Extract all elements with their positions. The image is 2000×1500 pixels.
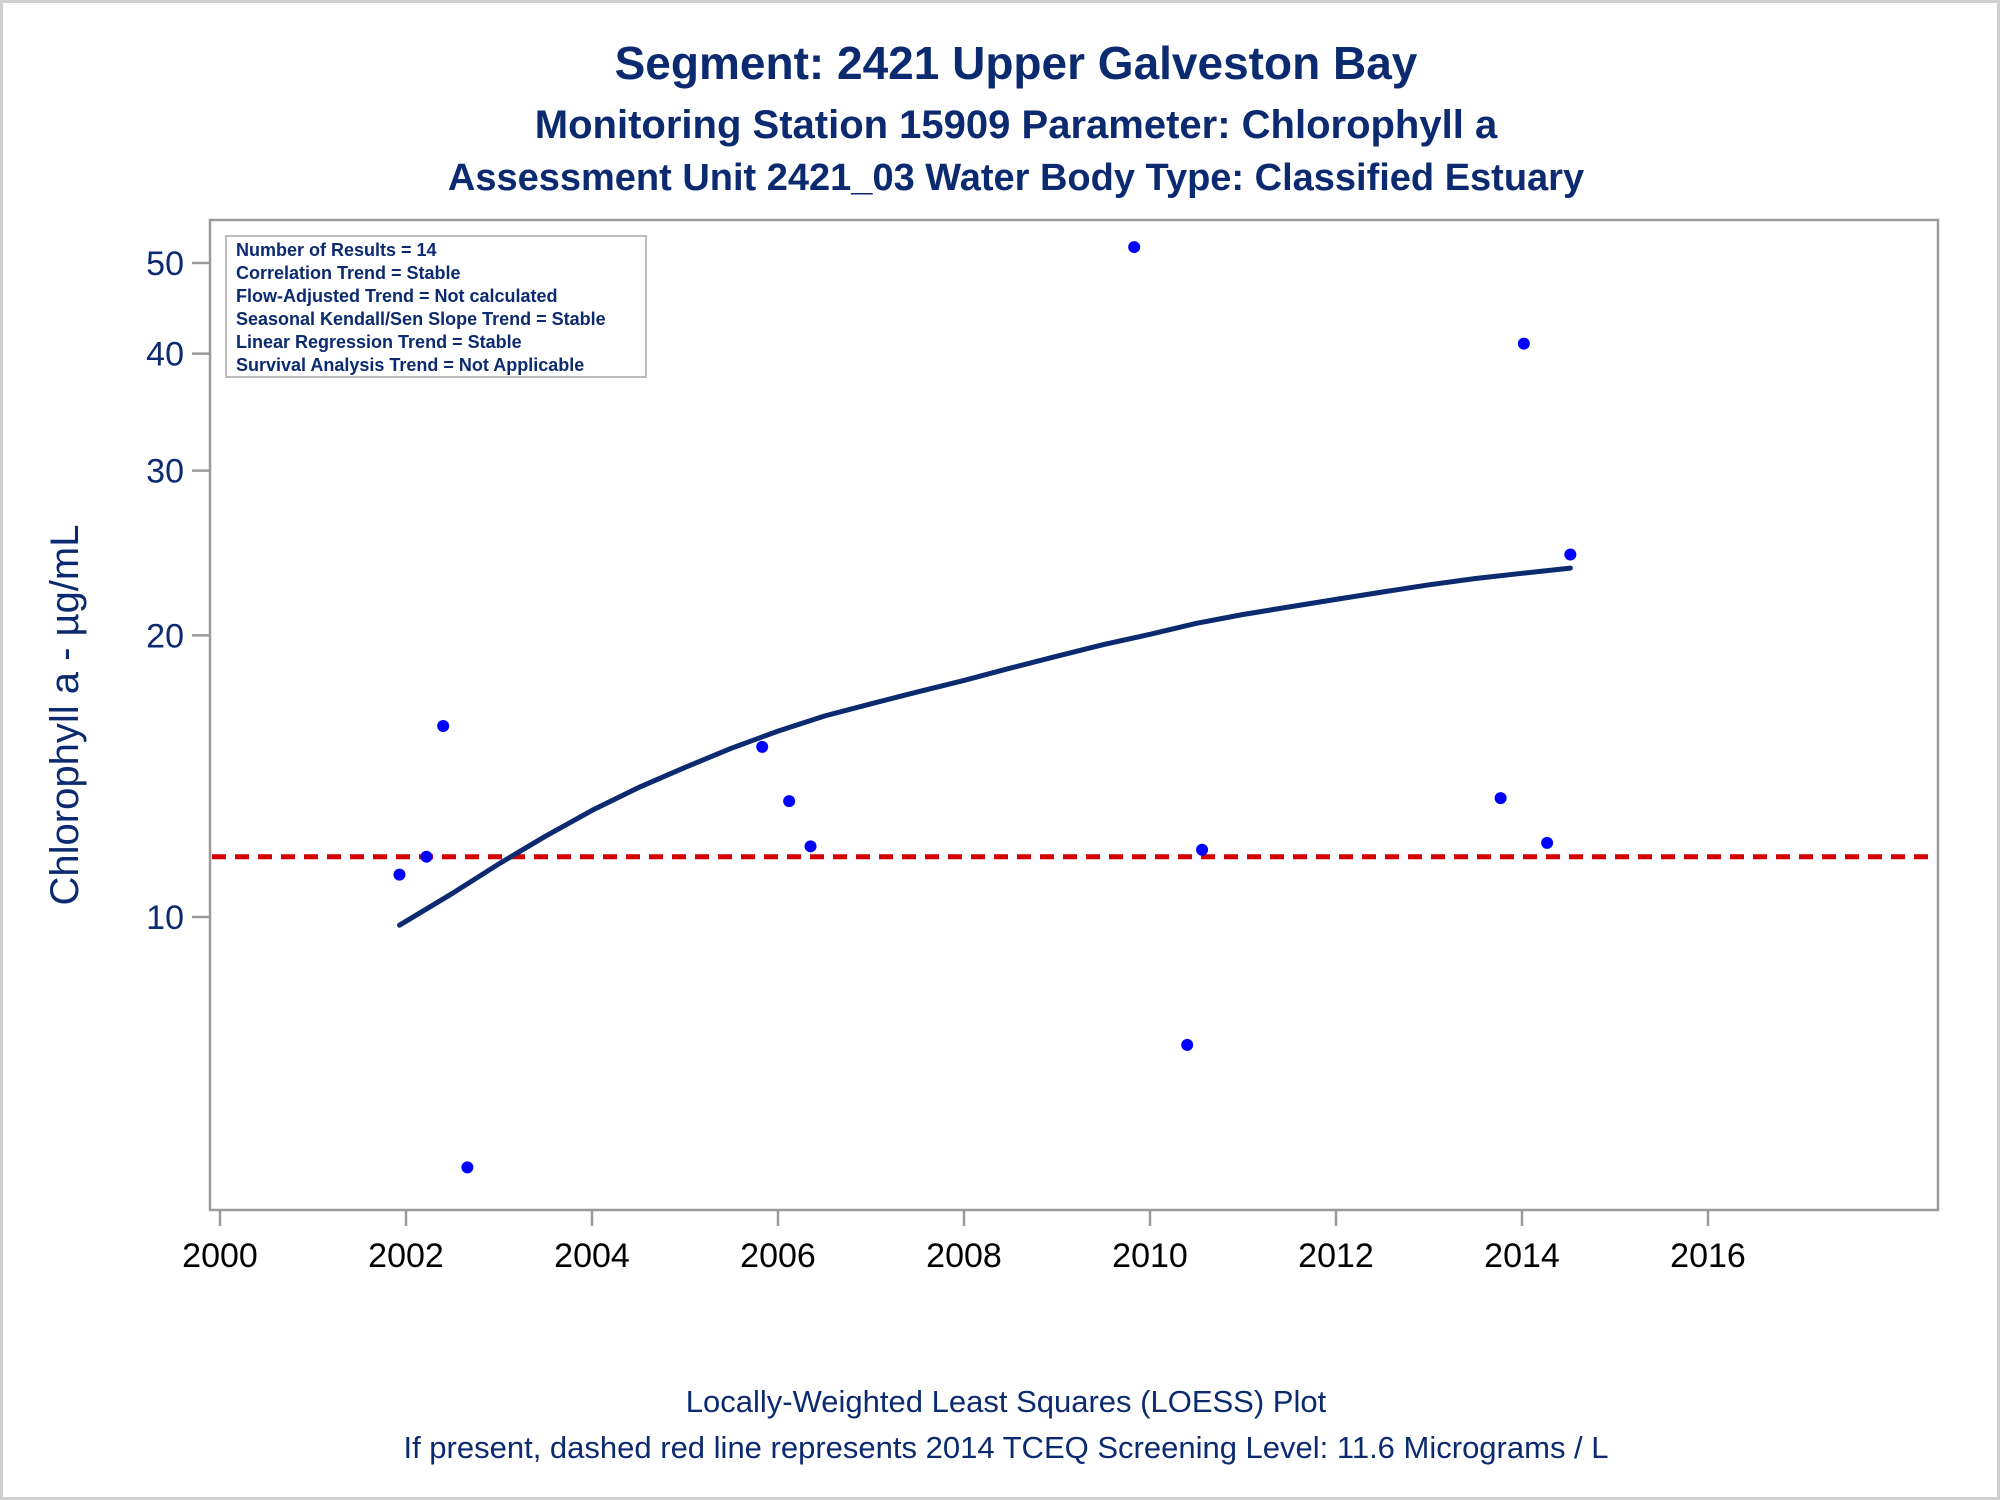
- y-tick-label: 10: [146, 899, 184, 937]
- data-point: [1494, 792, 1507, 805]
- y-tick-label: 20: [146, 617, 184, 655]
- data-point: [1517, 337, 1530, 350]
- y-tick-label: 30: [146, 453, 184, 491]
- data-point: [756, 740, 769, 753]
- data-point: [461, 1161, 474, 1174]
- loess-curve: [397, 565, 1573, 928]
- y-tick-label: 40: [146, 336, 184, 374]
- stats-line-survival: Survival Analysis Trend = Not Applicable: [236, 355, 584, 375]
- data-point: [1541, 836, 1554, 849]
- series-layer: [212, 241, 1936, 1174]
- y-axis-label: Chlorophyll a - µg/mL: [43, 525, 87, 906]
- data-point: [1564, 548, 1577, 561]
- data-point: [393, 868, 406, 881]
- x-tick-label: 2016: [1670, 1237, 1746, 1275]
- footnote-loess: Locally-Weighted Least Squares (LOESS) P…: [686, 1384, 1327, 1419]
- data-point: [437, 720, 450, 733]
- stats-box-border: [225, 235, 647, 378]
- stats-line-results: Number of Results = 14: [236, 240, 437, 260]
- y-axis: 10 20 30 40 50: [146, 245, 210, 937]
- x-tick-label: 2004: [554, 1237, 630, 1275]
- stats-line-correlation: Correlation Trend = Stable: [236, 263, 461, 283]
- x-axis: 2000 2002 2004 2006 2008 2010 2012 2014 2016: [182, 1210, 1746, 1275]
- stats-line-seasonal-kendall: Seasonal Kendall/Sen Slope Trend = Stabl…: [236, 309, 606, 329]
- data-point: [1181, 1038, 1194, 1051]
- data-point: [1128, 241, 1141, 254]
- footnote-screening-level: If present, dashed red line represents 2…: [403, 1430, 1608, 1465]
- chart-subtitle: Monitoring Station 15909 Parameter: Chlo…: [535, 103, 1498, 147]
- x-tick-label: 2014: [1484, 1237, 1560, 1275]
- data-point: [1196, 843, 1209, 856]
- y-tick-label: 50: [146, 245, 184, 283]
- x-tick-label: 2002: [368, 1237, 444, 1275]
- x-tick-label: 2008: [926, 1237, 1002, 1275]
- plot-area: [208, 218, 1940, 1212]
- chart-title: Segment: 2421 Upper Galveston Bay: [615, 37, 1418, 89]
- chart-subtitle-2: Assessment Unit 2421_03 Water Body Type:…: [448, 157, 1584, 199]
- stats-line-linear-regression: Linear Regression Trend = Stable: [236, 332, 522, 352]
- stats-line-flow-adjusted: Flow-Adjusted Trend = Not calculated: [236, 286, 558, 306]
- x-tick-label: 2010: [1112, 1237, 1188, 1275]
- data-point: [804, 840, 817, 853]
- x-tick-label: 2000: [182, 1237, 258, 1275]
- x-tick-label: 2012: [1298, 1237, 1374, 1275]
- data-point: [783, 795, 796, 808]
- x-tick-label: 2006: [740, 1237, 816, 1275]
- data-point: [420, 850, 433, 863]
- stats-box: Number of Results = 14 Correlation Trend…: [225, 235, 647, 378]
